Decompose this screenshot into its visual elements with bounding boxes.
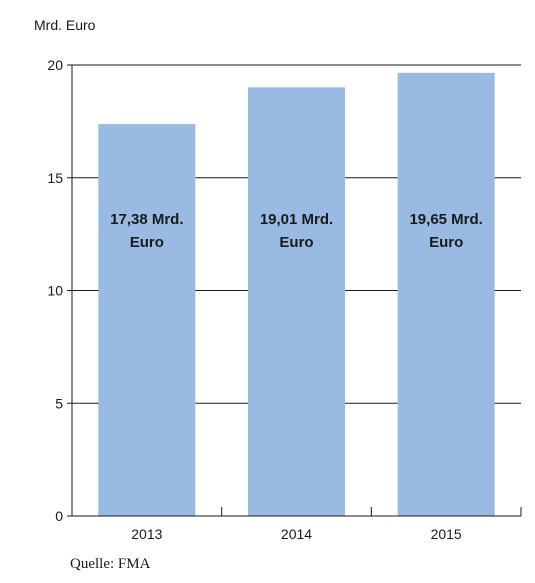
data-label: 19,01 Mrd. Euro [260, 211, 333, 251]
bar-2014 [248, 87, 345, 517]
bar-2015 [397, 72, 495, 516]
y-tick-label: 15 [47, 170, 63, 186]
x-tick-label: 2014 [281, 526, 312, 542]
data-labels: 17,38 Mrd. Euro 19,01 Mrd. Euro 19,65 Mrd. Eu… [110, 211, 483, 251]
y-tick-label: 20 [47, 57, 63, 73]
x-tick-label: 2013 [131, 526, 162, 542]
source-note: Quelle: FMA [70, 556, 151, 572]
y-tick-label: 0 [55, 508, 63, 524]
y-axis-label: Mrd. Euro [34, 17, 96, 33]
y-tick-label: 5 [55, 395, 63, 411]
data-label: 19,65 Mrd. Euro [409, 211, 482, 251]
x-tick-label: 2015 [431, 526, 462, 542]
bars [98, 72, 495, 517]
y-tick-label: 10 [47, 283, 63, 299]
data-label: 17,38 Mrd. Euro [110, 211, 183, 251]
bar-2013 [98, 124, 196, 517]
axes: 0 5 10 15 20 2013 2014 2015 [47, 57, 522, 542]
